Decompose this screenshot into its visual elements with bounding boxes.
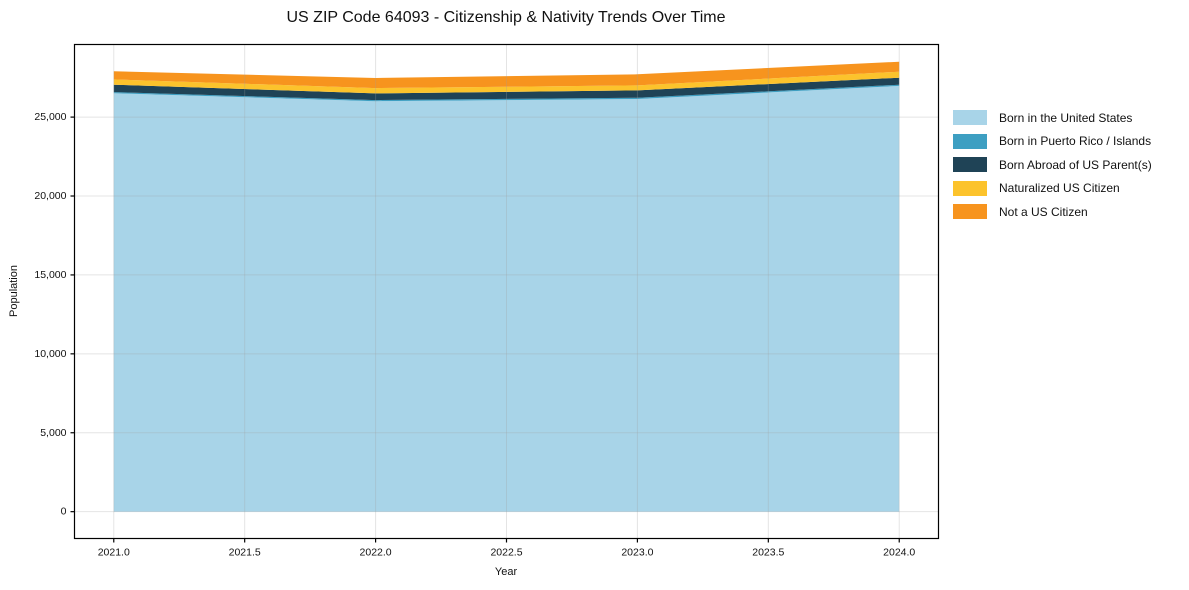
y-tick-label: 10,000 (34, 348, 66, 360)
chart-title: US ZIP Code 64093 - Citizenship & Nativi… (286, 9, 726, 26)
legend-label: Born in the United States (999, 110, 1133, 125)
legend: Born in the United States Born in Puerto … (953, 110, 1152, 228)
x-tick-label: 2022.5 (490, 547, 522, 559)
x-axis-label: Year (494, 566, 518, 578)
area-series-3 (113, 71, 900, 94)
x-tick-label: 2021.5 (229, 547, 261, 559)
y-tick-label: 25,000 (34, 111, 66, 123)
y-tick-label: 0 (61, 506, 67, 518)
legend-item-4: Not a US Citizen (953, 204, 1152, 219)
x-tick-label: 2021.0 (98, 547, 130, 559)
legend-swatch-icon (953, 180, 987, 196)
x-tick-label: 2023.0 (621, 547, 653, 559)
legend-label: Naturalized US Citizen (999, 181, 1120, 195)
y-axis-label: Population (8, 265, 20, 317)
area-series-4 (113, 61, 900, 89)
y-tick-label: 5,000 (40, 427, 66, 439)
y-tick-label: 20,000 (34, 190, 66, 202)
legend-label: Born in Puerto Rico / Islands (999, 134, 1152, 148)
legend-item-1: Born in Puerto Rico / Islands (953, 133, 1152, 149)
area-series-0 (113, 85, 900, 512)
legend-label: Not a US Citizen (999, 204, 1088, 219)
x-tick-label: 2024.0 (883, 547, 915, 559)
area-series-2 (113, 77, 900, 101)
legend-label: Born Abroad of US Parent(s) (999, 157, 1152, 172)
legend-swatch-icon (953, 110, 987, 125)
x-tick-label: 2022.0 (360, 547, 392, 559)
legend-item-3: Naturalized US Citizen (953, 180, 1152, 196)
legend-item-0: Born in the United States (953, 110, 1152, 125)
y-tick-label: 15,000 (34, 269, 66, 281)
legend-item-2: Born Abroad of US Parent(s) (953, 157, 1152, 172)
x-tick-label: 2023.5 (752, 547, 784, 559)
area-series-1 (113, 84, 900, 102)
legend-swatch-icon (953, 204, 987, 219)
legend-swatch-icon (953, 133, 987, 149)
legend-swatch-icon (953, 157, 987, 172)
